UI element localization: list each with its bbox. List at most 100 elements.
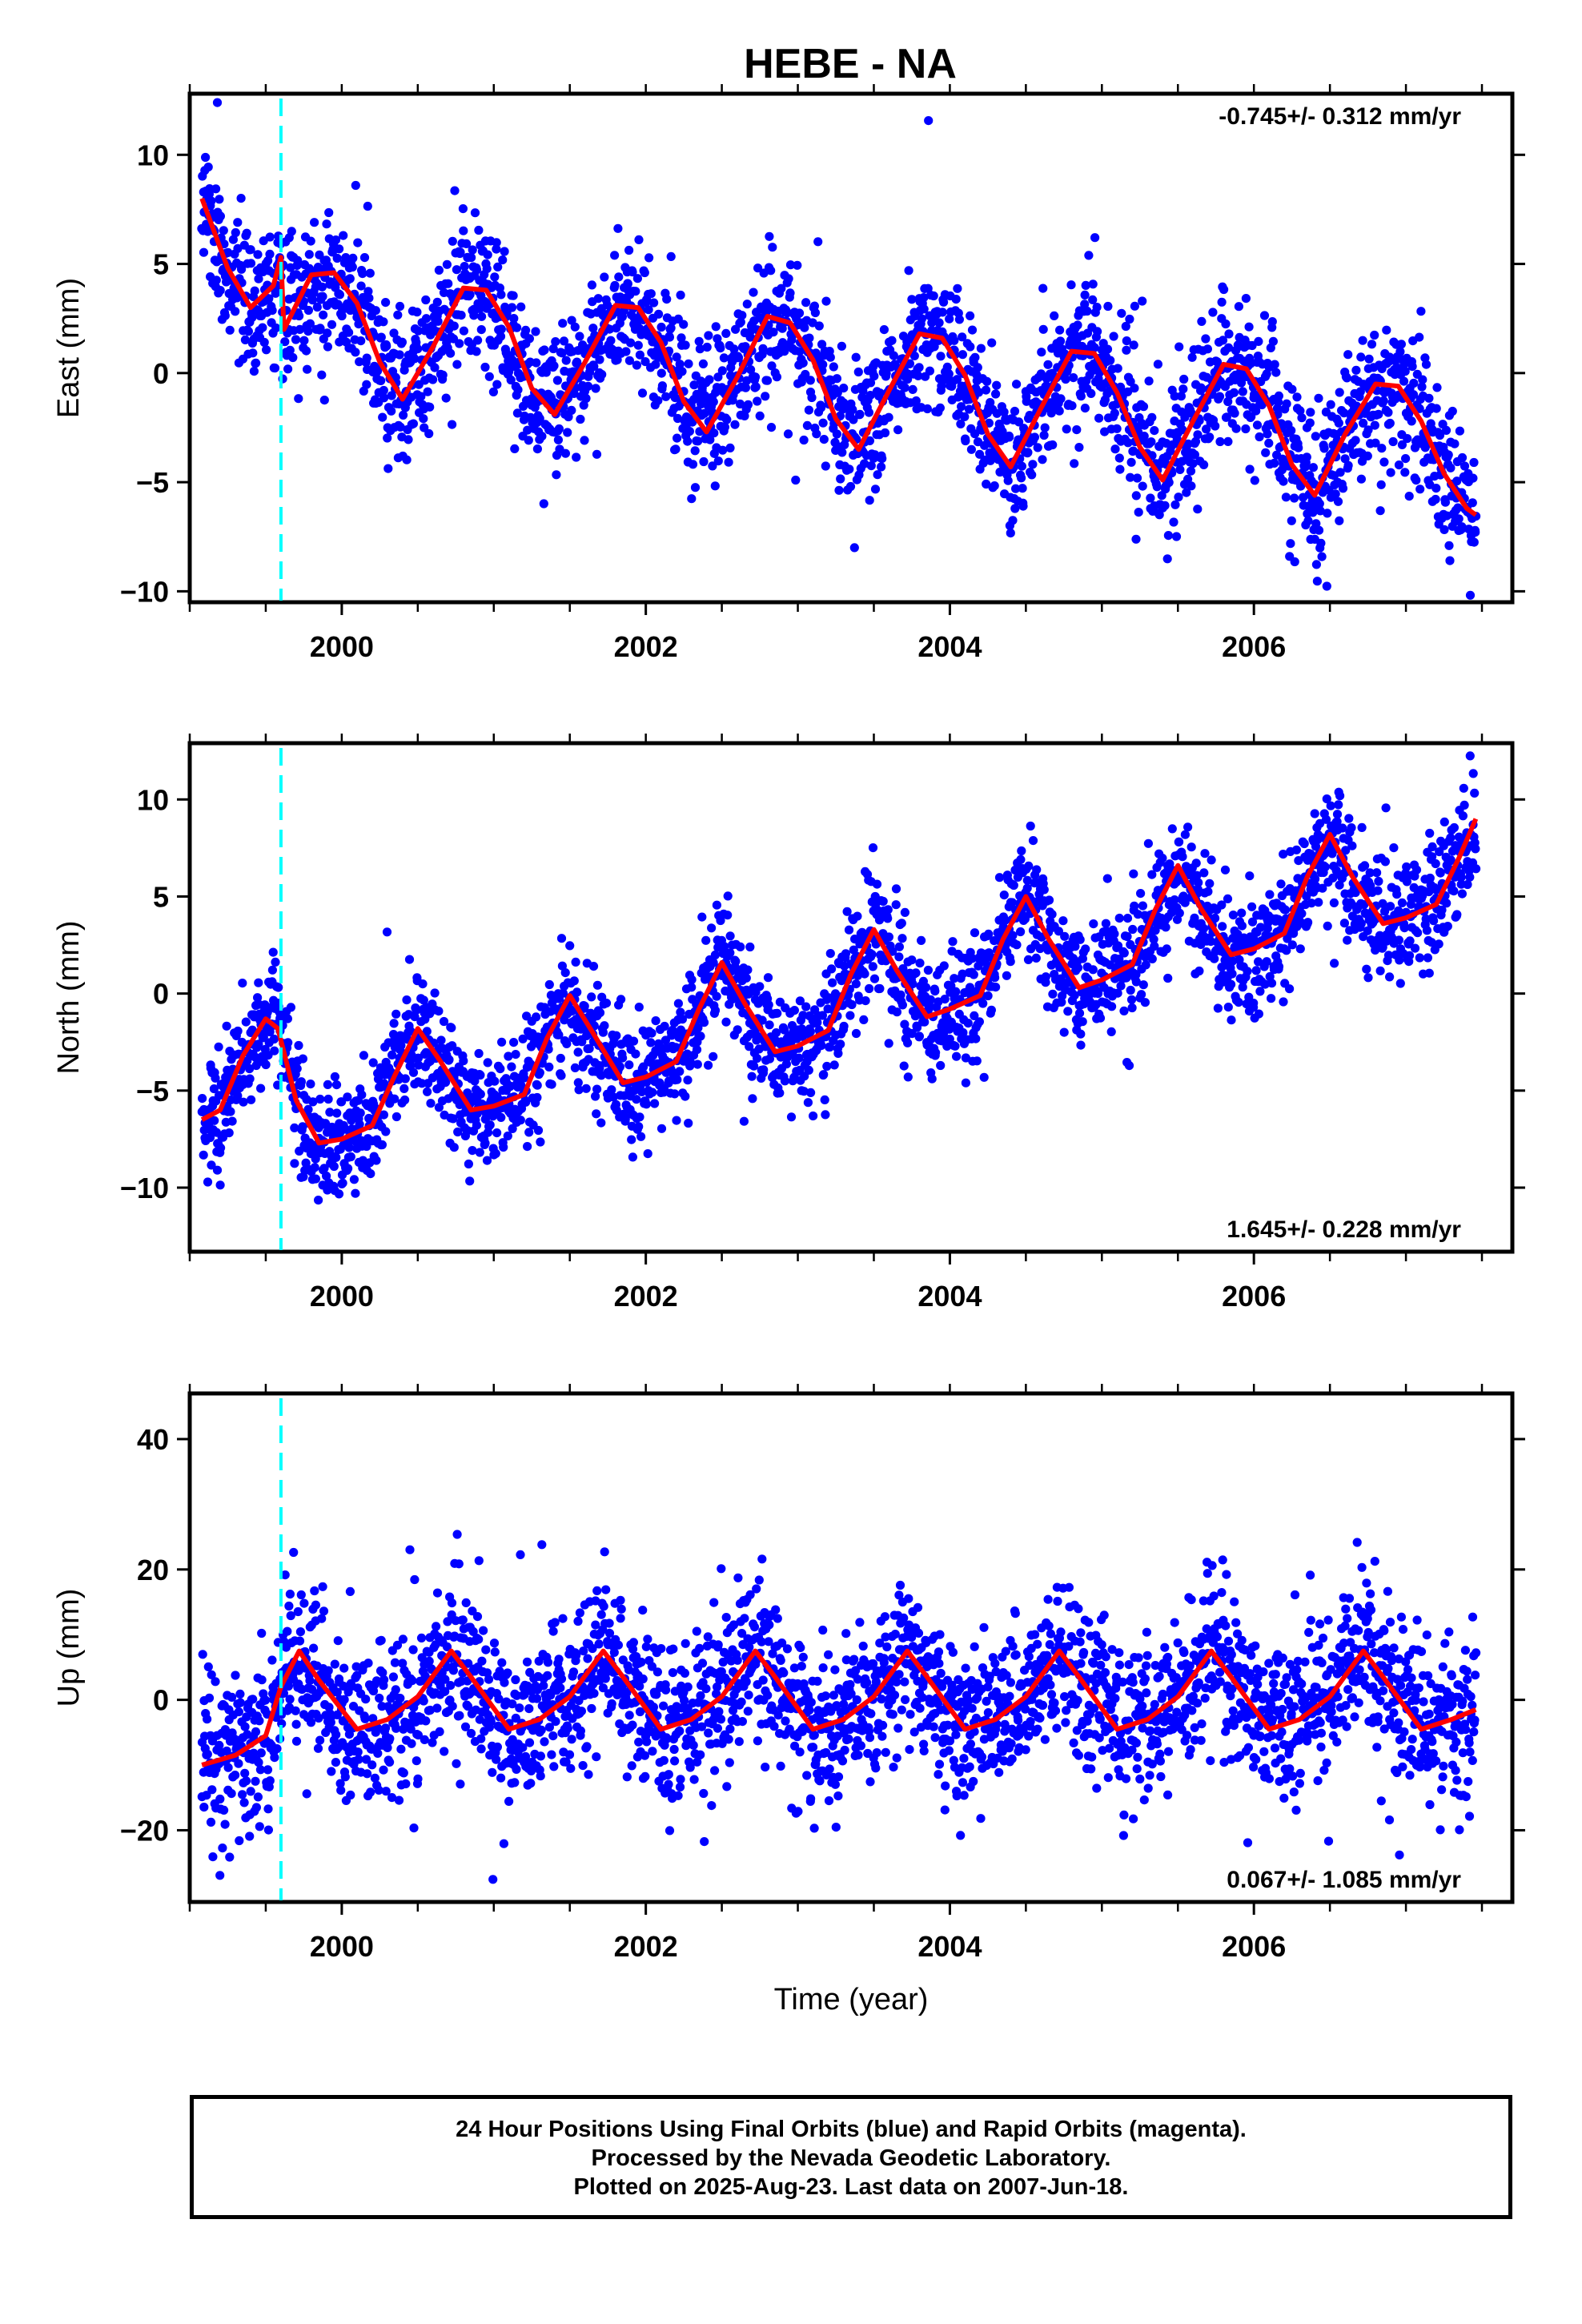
data-point bbox=[900, 907, 909, 917]
data-point bbox=[813, 1018, 822, 1027]
data-point bbox=[951, 987, 961, 996]
data-point bbox=[1092, 303, 1102, 312]
data-point bbox=[462, 239, 472, 248]
data-point bbox=[702, 342, 712, 352]
data-point bbox=[817, 1011, 827, 1020]
data-point bbox=[692, 1045, 702, 1055]
data-point bbox=[410, 354, 420, 364]
data-point bbox=[402, 995, 412, 1005]
data-point bbox=[777, 283, 786, 293]
data-point bbox=[818, 360, 828, 369]
data-point bbox=[869, 974, 880, 983]
data-point bbox=[1408, 390, 1419, 400]
data-point bbox=[1244, 322, 1254, 332]
data-point bbox=[1073, 963, 1083, 972]
data-point bbox=[1279, 850, 1288, 859]
data-point bbox=[332, 1108, 342, 1118]
data-point bbox=[1255, 432, 1264, 442]
data-point bbox=[1106, 356, 1115, 365]
data-point bbox=[1270, 360, 1279, 369]
data-point bbox=[900, 1019, 909, 1029]
data-point bbox=[239, 1097, 248, 1107]
data-point bbox=[201, 152, 211, 163]
data-point bbox=[974, 1017, 984, 1027]
data-point bbox=[1080, 404, 1090, 413]
data-point bbox=[573, 1078, 583, 1088]
east-y-axis-label: East (mm) bbox=[52, 278, 86, 418]
data-point bbox=[944, 369, 954, 379]
data-point bbox=[707, 923, 717, 933]
data-point bbox=[1048, 989, 1058, 999]
model-curve-line bbox=[199, 197, 1478, 517]
data-point bbox=[821, 461, 830, 471]
data-point bbox=[533, 1125, 544, 1136]
data-point bbox=[400, 1095, 410, 1105]
data-point bbox=[220, 311, 230, 320]
data-point bbox=[198, 1094, 207, 1104]
data-point bbox=[265, 232, 275, 242]
data-point bbox=[532, 1080, 542, 1090]
data-point bbox=[1119, 948, 1129, 958]
data-point bbox=[1260, 979, 1270, 989]
data-point bbox=[716, 344, 725, 353]
data-point bbox=[1397, 440, 1407, 450]
data-point bbox=[536, 1137, 545, 1147]
data-point bbox=[355, 1120, 364, 1129]
data-point bbox=[1217, 297, 1227, 307]
data-point bbox=[970, 928, 980, 938]
data-point bbox=[1297, 413, 1307, 423]
data-point bbox=[304, 250, 314, 259]
data-point bbox=[425, 402, 435, 412]
data-point bbox=[1331, 489, 1340, 499]
data-point bbox=[1129, 869, 1138, 879]
data-point bbox=[1084, 251, 1094, 260]
data-point bbox=[1446, 463, 1456, 472]
data-point bbox=[883, 905, 893, 915]
data-point bbox=[216, 1143, 226, 1152]
data-point bbox=[631, 287, 640, 296]
data-point bbox=[845, 1011, 855, 1020]
data-point bbox=[1113, 941, 1123, 951]
data-point bbox=[364, 293, 374, 303]
data-point bbox=[293, 255, 303, 265]
data-point bbox=[900, 383, 909, 392]
data-point bbox=[1140, 998, 1150, 1007]
data-point bbox=[371, 306, 380, 316]
data-point bbox=[396, 422, 405, 432]
data-point bbox=[467, 253, 476, 263]
data-point bbox=[672, 352, 681, 362]
data-point bbox=[480, 1138, 490, 1148]
data-point bbox=[337, 311, 347, 321]
data-point bbox=[637, 388, 648, 398]
data-point bbox=[709, 428, 719, 438]
data-point bbox=[1335, 468, 1345, 477]
data-point bbox=[940, 995, 950, 1004]
data-point bbox=[834, 485, 844, 495]
data-point bbox=[261, 1059, 271, 1070]
data-point bbox=[775, 997, 785, 1007]
data-point bbox=[559, 336, 569, 346]
data-point bbox=[1282, 399, 1291, 408]
data-point bbox=[1424, 393, 1434, 403]
data-point bbox=[523, 1142, 532, 1152]
data-point bbox=[389, 328, 399, 338]
data-point bbox=[254, 274, 263, 283]
data-point bbox=[1067, 401, 1077, 411]
data-point bbox=[675, 1067, 685, 1076]
data-point bbox=[1460, 461, 1470, 471]
data-point bbox=[634, 235, 644, 244]
data-point bbox=[356, 336, 366, 346]
data-point bbox=[924, 116, 934, 126]
data-point bbox=[1055, 336, 1066, 346]
data-point bbox=[1280, 905, 1291, 915]
data-point bbox=[1421, 440, 1431, 451]
data-point bbox=[952, 375, 962, 384]
data-point bbox=[646, 289, 656, 299]
data-point bbox=[1356, 474, 1366, 484]
data-point bbox=[379, 1079, 389, 1088]
data-point bbox=[879, 325, 889, 335]
data-point bbox=[400, 1074, 410, 1084]
data-point bbox=[587, 280, 597, 290]
data-point bbox=[801, 1002, 811, 1011]
data-point bbox=[608, 1092, 618, 1102]
